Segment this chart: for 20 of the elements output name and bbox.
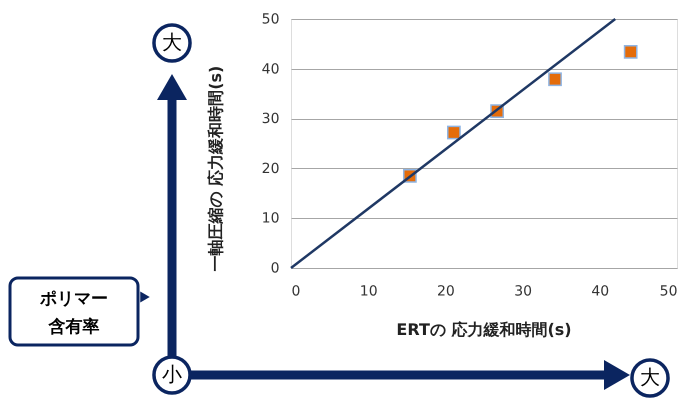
y-tick-label: 30 [262, 111, 280, 128]
y-tick-label: 40 [262, 61, 280, 78]
x-tick-label: 30 [514, 284, 532, 300]
y-tick-label: 50 [262, 12, 280, 28]
x-axis-title: ERTの 応力緩和時間(s) [396, 320, 572, 339]
x-tick-label: 40 [591, 284, 610, 300]
y-tick-label: 10 [262, 210, 280, 227]
x-tick-label: 50 [660, 284, 678, 300]
y-tick-label: 0 [270, 260, 280, 276]
text: 小 [162, 362, 182, 386]
x-tick-label: 20 [436, 284, 455, 300]
x-tick-label: 0 [292, 284, 300, 300]
y-axis-title: 一軸圧縮の 応力緩和時間(s) [206, 66, 225, 272]
point [624, 44, 638, 59]
point [548, 72, 562, 86]
point [447, 126, 461, 140]
y-tick-label: 20 [262, 160, 280, 177]
x-tick-label: 10 [360, 284, 378, 300]
text: 大 [162, 30, 182, 54]
text: 大 [640, 365, 660, 389]
